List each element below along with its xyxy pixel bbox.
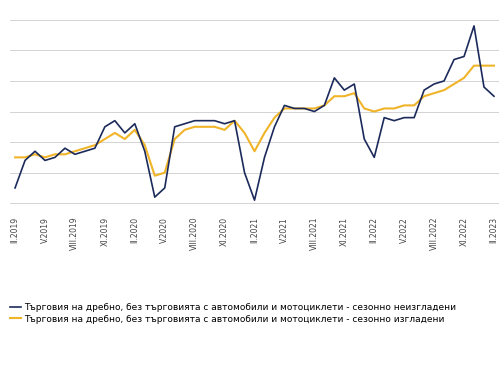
- Legend: Търговия на дребно, без търговията с автомобили и мотоциклети - сезонно неизглад: Търговия на дребно, без търговията с авт…: [10, 303, 457, 324]
